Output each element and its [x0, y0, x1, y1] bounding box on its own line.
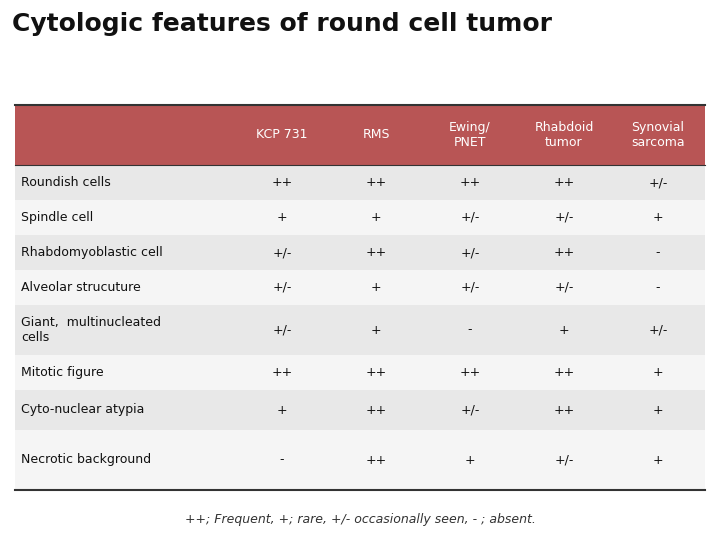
- Text: KCP 731: KCP 731: [256, 129, 307, 141]
- Text: Cytologic features of round cell tumor: Cytologic features of round cell tumor: [12, 12, 552, 36]
- Bar: [15, 355, 705, 390]
- Text: ++: ++: [554, 176, 575, 189]
- Text: +/-: +/-: [460, 246, 480, 259]
- Text: Necrotic background: Necrotic background: [21, 454, 151, 467]
- Text: +/-: +/-: [648, 176, 667, 189]
- Text: ++: ++: [365, 176, 387, 189]
- Text: +: +: [371, 211, 382, 224]
- Text: Cyto-nuclear atypia: Cyto-nuclear atypia: [21, 403, 145, 416]
- Bar: [15, 430, 705, 490]
- Text: ++: ++: [554, 246, 575, 259]
- Text: +/-: +/-: [554, 454, 574, 467]
- Bar: [15, 105, 705, 165]
- Text: Synovial
sarcoma: Synovial sarcoma: [631, 121, 685, 149]
- Text: +: +: [371, 281, 382, 294]
- Bar: [15, 390, 705, 430]
- Bar: [15, 270, 705, 305]
- Text: +/-: +/-: [460, 211, 480, 224]
- Text: RMS: RMS: [362, 129, 390, 141]
- Text: -: -: [656, 281, 660, 294]
- Text: ++: ++: [365, 454, 387, 467]
- Text: Spindle cell: Spindle cell: [21, 211, 94, 224]
- Text: +: +: [559, 323, 570, 336]
- Text: -: -: [280, 454, 284, 467]
- Text: Mitotic figure: Mitotic figure: [21, 366, 104, 379]
- Bar: [15, 200, 705, 235]
- Text: ++; Frequent, +; rare, +/- occasionally seen, - ; absent.: ++; Frequent, +; rare, +/- occasionally …: [184, 514, 536, 526]
- Text: +: +: [653, 403, 663, 416]
- Text: +/-: +/-: [272, 281, 292, 294]
- Text: +/-: +/-: [460, 403, 480, 416]
- Text: ++: ++: [554, 366, 575, 379]
- Text: ++: ++: [459, 366, 481, 379]
- Text: +: +: [371, 323, 382, 336]
- Text: Alveolar strucuture: Alveolar strucuture: [21, 281, 140, 294]
- Text: ++: ++: [365, 403, 387, 416]
- Text: Roundish cells: Roundish cells: [21, 176, 111, 189]
- Text: ++: ++: [554, 403, 575, 416]
- Text: Rhabdomyoblastic cell: Rhabdomyoblastic cell: [21, 246, 163, 259]
- Text: +/-: +/-: [648, 323, 667, 336]
- Text: +/-: +/-: [554, 211, 574, 224]
- Text: -: -: [656, 246, 660, 259]
- Text: -: -: [468, 323, 472, 336]
- Bar: [15, 235, 705, 270]
- Bar: [15, 305, 705, 355]
- Text: ++: ++: [365, 366, 387, 379]
- Text: +/-: +/-: [272, 246, 292, 259]
- Text: +: +: [653, 454, 663, 467]
- Text: +: +: [276, 403, 287, 416]
- Text: +/-: +/-: [272, 323, 292, 336]
- Text: +/-: +/-: [460, 281, 480, 294]
- Text: +: +: [653, 211, 663, 224]
- Text: +/-: +/-: [554, 281, 574, 294]
- Text: ++: ++: [365, 246, 387, 259]
- Bar: [15, 165, 705, 200]
- Text: ++: ++: [271, 366, 292, 379]
- Text: +: +: [653, 366, 663, 379]
- Text: ++: ++: [459, 176, 481, 189]
- Text: Rhabdoid
tumor: Rhabdoid tumor: [534, 121, 594, 149]
- Text: +: +: [276, 211, 287, 224]
- Text: +: +: [464, 454, 475, 467]
- Text: Ewing/
PNET: Ewing/ PNET: [449, 121, 491, 149]
- Text: ++: ++: [271, 176, 292, 189]
- Text: Giant,  multinucleated
cells: Giant, multinucleated cells: [21, 316, 161, 344]
